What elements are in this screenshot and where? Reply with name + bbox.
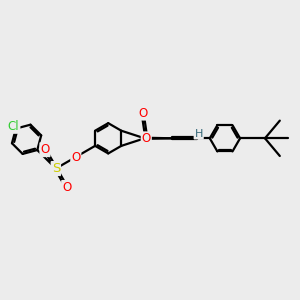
Text: S: S [52, 162, 60, 175]
Text: O: O [71, 151, 80, 164]
Text: O: O [40, 143, 50, 156]
Text: O: O [138, 106, 147, 120]
Text: Cl: Cl [8, 120, 20, 133]
Text: H: H [194, 129, 203, 139]
Text: O: O [142, 132, 151, 145]
Text: O: O [62, 181, 71, 194]
